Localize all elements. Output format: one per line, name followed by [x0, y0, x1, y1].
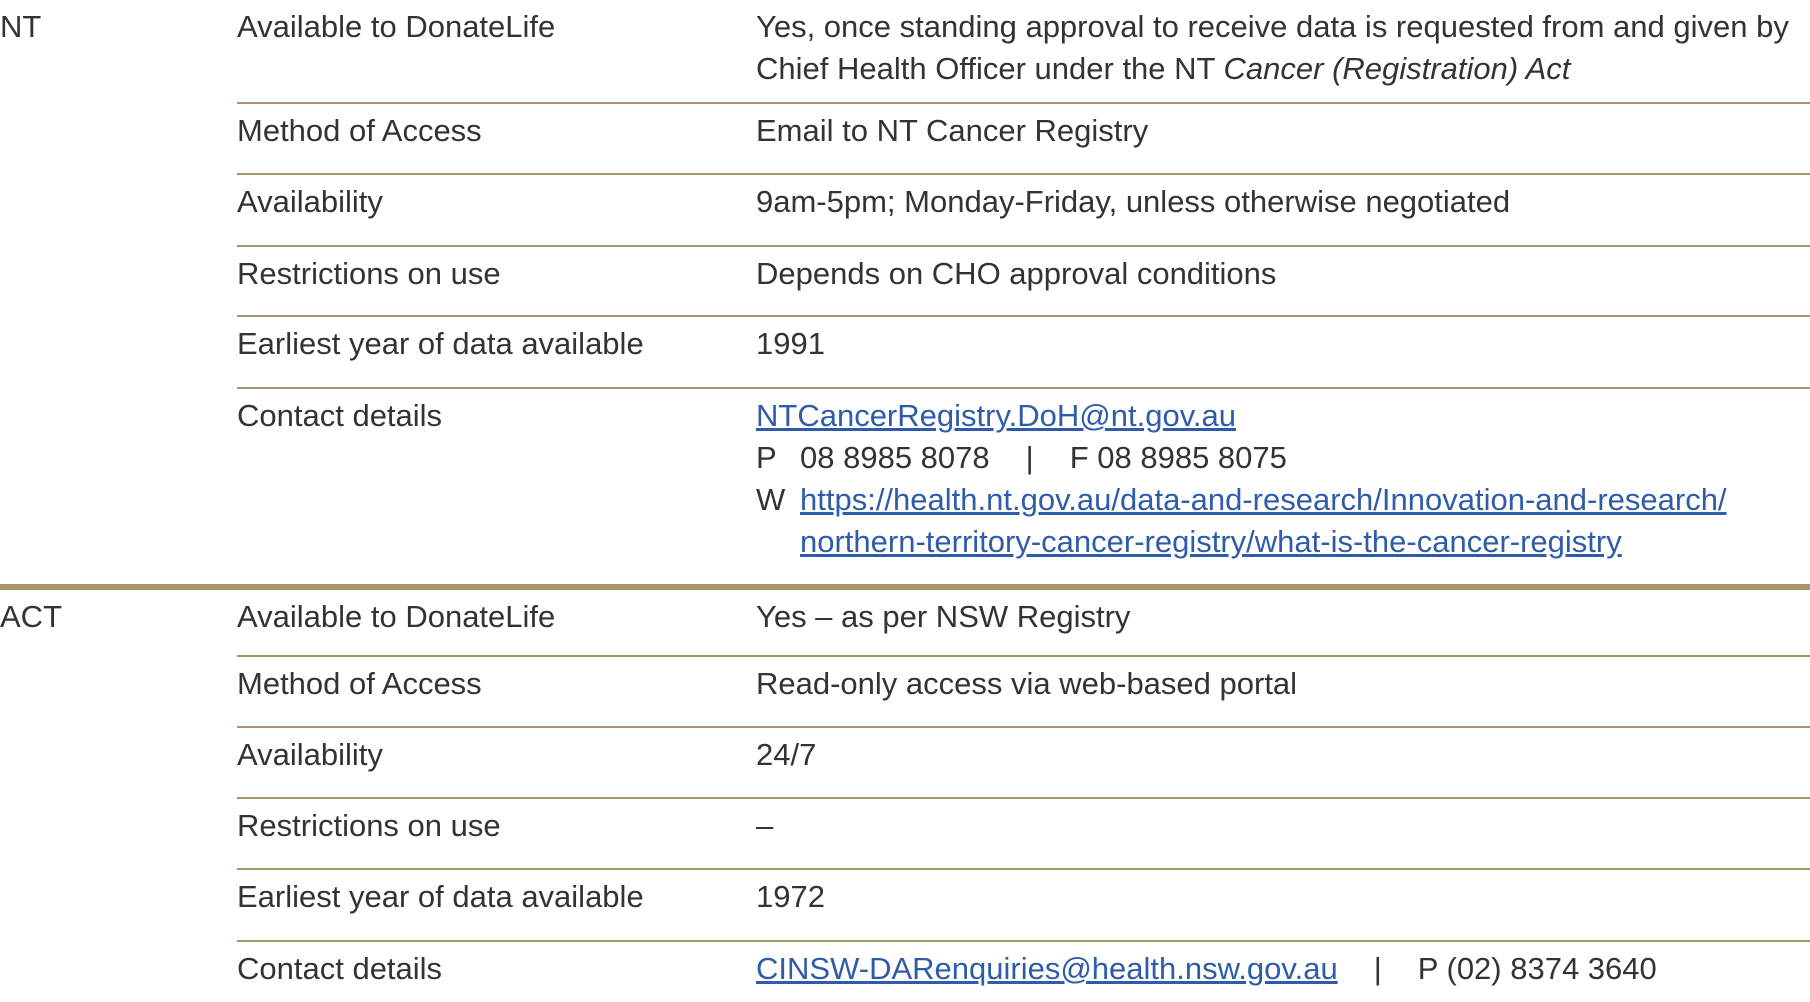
row-value: 24/7 — [756, 737, 817, 772]
row-value: Yes, once standing approval to receive d… — [756, 0, 1810, 90]
website-link-continued[interactable]: northern-territory-cancer-registry/what-… — [800, 524, 1622, 559]
fax: F 08 8985 8075 — [1069, 440, 1287, 475]
row-value: – — [756, 808, 774, 843]
phone: P (02) 8374 3640 — [1417, 951, 1657, 986]
value-text: Yes, once standing approval to receive d… — [756, 9, 1789, 86]
separator: | — [1373, 951, 1382, 986]
act-name: Cancer (Registration) Act — [1223, 51, 1571, 86]
contact-details: CINSW-DARenquiries@health.nsw.gov.au | P (… — [756, 942, 1810, 990]
table-row: Availability 24/7 — [237, 728, 1810, 799]
row-value: Yes – as per NSW Registry — [756, 599, 1131, 634]
separator: | — [1025, 440, 1034, 475]
table-row: Restrictions on use Depends on CHO appro… — [237, 247, 1810, 317]
row-label: Earliest year of data available — [237, 879, 644, 914]
table-row: Method of Access Email to NT Cancer Regi… — [237, 104, 1810, 175]
row-value: 1972 — [756, 879, 825, 914]
table-row: Available to DonateLife Yes – as per NSW… — [237, 590, 1810, 657]
table-row: Earliest year of data available 1991 — [237, 317, 1810, 389]
row-value: 1991 — [756, 326, 825, 361]
email-link[interactable]: CINSW-DARenquiries@health.nsw.gov.au — [756, 951, 1338, 986]
contact-details: NTCancerRegistry.DoH@nt.gov.au P 08 8985 … — [756, 389, 1810, 563]
section-act: ACT Available to DonateLife Yes – as per… — [0, 590, 1810, 1002]
row-label: Available to DonateLife — [237, 599, 556, 634]
web-prefix: W — [756, 482, 786, 517]
phone-prefix: P — [756, 440, 777, 475]
section-divider — [0, 584, 1810, 590]
row-label: Restrictions on use — [237, 808, 501, 843]
table-row: Available to DonateLife Yes, once standi… — [237, 0, 1810, 104]
row-label: Contact details — [237, 398, 443, 433]
row-label: Method of Access — [237, 666, 482, 701]
row-value: Email to NT Cancer Registry — [756, 113, 1149, 148]
email-link[interactable]: NTCancerRegistry.DoH@nt.gov.au — [756, 398, 1236, 433]
table-row: Contact details CINSW-DARenquiries@healt… — [237, 942, 1810, 1002]
row-label: Restrictions on use — [237, 256, 501, 291]
phone: 08 8985 8078 — [800, 440, 990, 475]
table-row: Contact details NTCancerRegistry.DoH@nt.… — [237, 389, 1810, 584]
row-value: Depends on CHO approval conditions — [756, 256, 1277, 291]
row-label: Availability — [237, 737, 383, 772]
row-label: Method of Access — [237, 113, 482, 148]
row-label: Earliest year of data available — [237, 326, 644, 361]
row-value: 9am-5pm; Monday-Friday, unless otherwise… — [756, 184, 1511, 219]
table-row: Earliest year of data available 1972 — [237, 870, 1810, 942]
website-link[interactable]: https://health.nt.gov.au/data-and-resear… — [800, 482, 1727, 517]
state-label: ACT — [0, 599, 62, 634]
row-label: Availability — [237, 184, 383, 219]
table-row: Restrictions on use – — [237, 799, 1810, 870]
state-label: NT — [0, 9, 42, 44]
row-label: Available to DonateLife — [237, 9, 556, 44]
section-nt: NT Available to DonateLife Yes, once sta… — [0, 0, 1810, 584]
row-label: Contact details — [237, 951, 443, 986]
table-row: Method of Access Read-only access via we… — [237, 657, 1810, 728]
row-value: Read-only access via web-based portal — [756, 666, 1298, 701]
table-row: Availability 9am-5pm; Monday-Friday, unl… — [237, 175, 1810, 247]
